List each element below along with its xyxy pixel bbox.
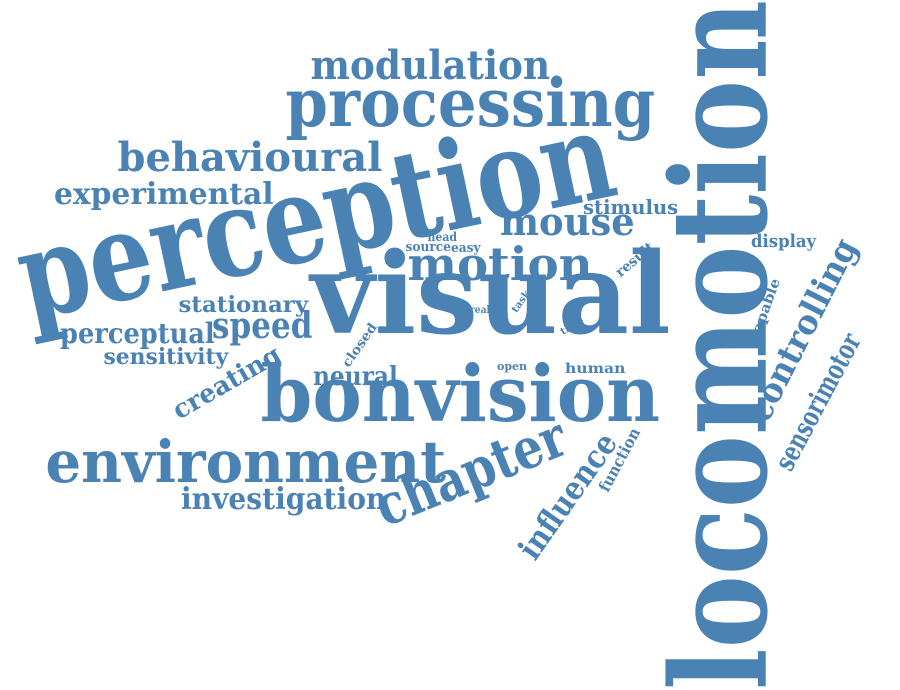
word-human: human — [564, 361, 626, 377]
word-investigation: investigation — [180, 482, 386, 517]
word-open: open — [497, 359, 528, 373]
word-display: display — [750, 231, 816, 252]
word-perceptual: perceptual — [59, 317, 215, 350]
word-source: source — [405, 239, 451, 255]
word-sensitivity: sensitivity — [103, 344, 229, 370]
word-head: head — [426, 230, 457, 244]
word-neural: neural — [312, 362, 398, 392]
word-stationary: stationary — [178, 292, 308, 318]
word-locomotion: locomotion — [642, 0, 798, 690]
word-real: real — [469, 305, 490, 316]
word-speed: speed — [212, 305, 313, 347]
word-stimulus: stimulus — [582, 195, 678, 219]
word-visual: visual — [309, 229, 671, 360]
word-bonvision: bonvision — [260, 349, 660, 440]
word-experimental: experimental — [53, 177, 274, 212]
word-motion: motion — [407, 237, 593, 291]
word-behavioural: behavioural — [117, 134, 383, 181]
word-processing: processing — [284, 64, 655, 142]
word-mouse: mouse — [499, 199, 635, 244]
word-modulation: modulation — [309, 42, 550, 89]
word-easy: easy — [450, 240, 481, 256]
word-environment: environment — [44, 428, 446, 496]
